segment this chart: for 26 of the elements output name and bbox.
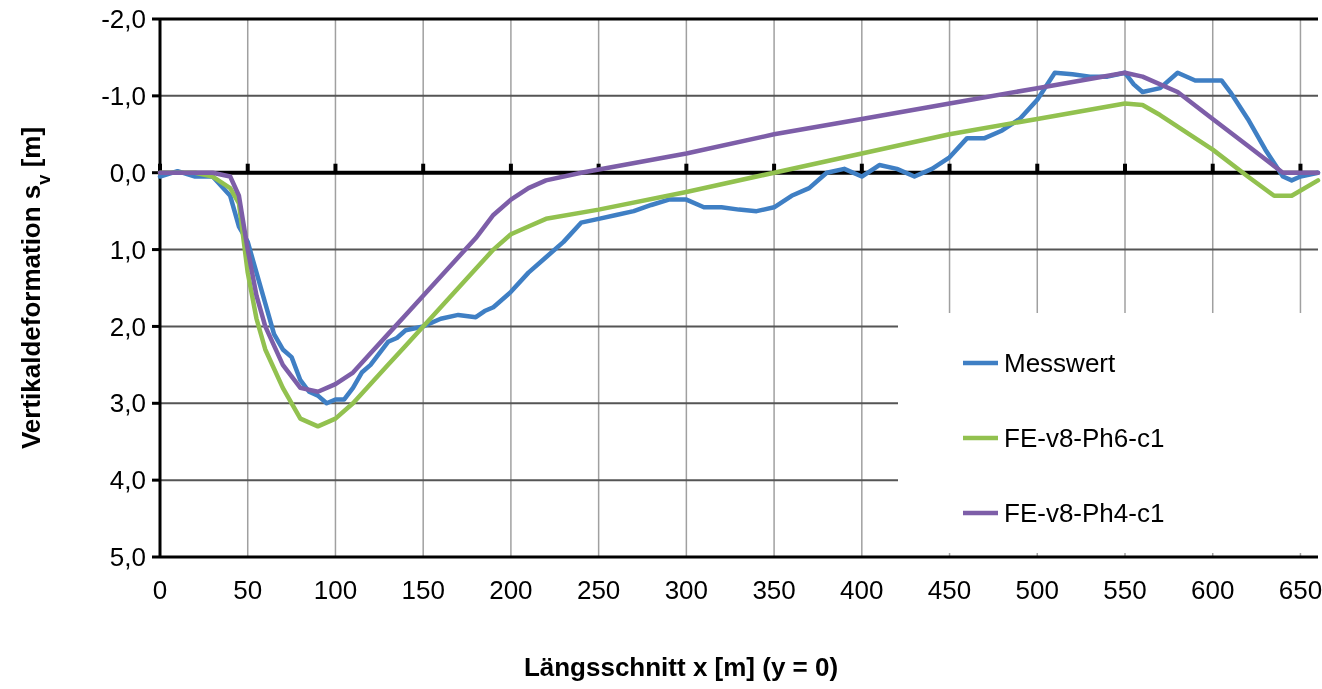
y-tick-label: -2,0	[101, 4, 146, 35]
y-tick-label: 2,0	[109, 311, 146, 342]
x-tick-label: 50	[233, 575, 263, 605]
x-tick-label: 300	[664, 575, 709, 605]
x-tick-label: 450	[927, 575, 972, 605]
x-tick-label: 250	[576, 575, 621, 605]
x-tick-label: 100	[313, 575, 358, 605]
y-tick-label: 4,0	[109, 465, 146, 496]
x-tick-label: 550	[1103, 575, 1147, 605]
x-tick-label: 200	[489, 575, 533, 605]
y-tick-label: 3,0	[109, 388, 146, 419]
y-tick-label: 1,0	[109, 234, 146, 265]
legend-label: FE-v8-Ph6-c1	[1004, 423, 1165, 454]
x-tick-label: 0	[152, 575, 168, 605]
x-tick-label: 650	[1278, 575, 1322, 605]
x-tick-label: 400	[840, 575, 884, 605]
legend-label: Messwert	[1004, 348, 1117, 379]
x-tick-label: 350	[752, 575, 796, 605]
y-tick-label: 0,0	[109, 157, 146, 188]
x-tick-label: 600	[1191, 575, 1235, 605]
x-axis-title: Längsschnitt x [m] (y = 0)	[523, 652, 839, 682]
x-tick-label: 150	[401, 575, 445, 605]
y-tick-label: -1,0	[101, 80, 146, 111]
x-tick-label: 500	[1015, 575, 1059, 605]
y-tick-label: 5,0	[109, 542, 146, 573]
legend-label: FE-v8-Ph4-c1	[1004, 498, 1165, 529]
